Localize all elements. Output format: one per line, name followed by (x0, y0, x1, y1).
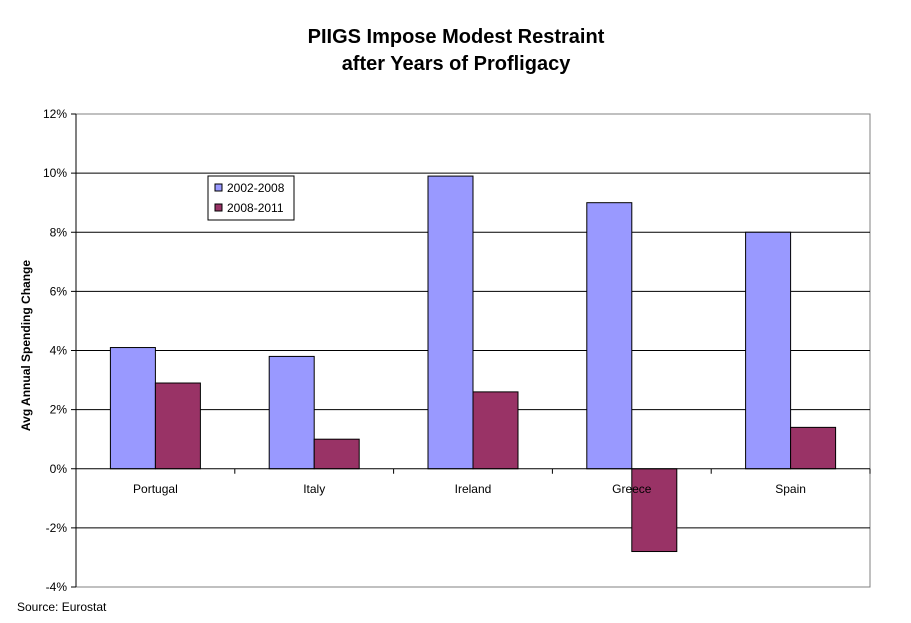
y-tick-label: 10% (43, 166, 67, 180)
y-tick-label: 12% (43, 107, 67, 121)
y-tick-label: 4% (50, 344, 68, 358)
y-tick-label: 0% (50, 462, 68, 476)
y-axis-label: Avg Annual Spending Change (19, 260, 33, 431)
legend-label: 2002-2008 (227, 181, 285, 195)
legend-box (207, 175, 295, 221)
bar (745, 231, 792, 470)
legend: 2002-2008 2008-2011 (207, 175, 295, 221)
bar (586, 202, 633, 470)
y-tick-label: -2% (46, 521, 68, 535)
y-tick-label: 8% (50, 225, 68, 239)
category-label: Spain (775, 482, 806, 496)
bar (109, 347, 156, 470)
category-label: Italy (303, 482, 325, 496)
y-tick-label: 6% (50, 284, 68, 298)
bar (631, 468, 678, 553)
chart-title: PIIGS Impose Modest Restraint (308, 26, 605, 48)
category-labels: Portugal Italy Ireland Greece Spain (133, 482, 806, 496)
category-label: Portugal (133, 482, 178, 496)
bar (154, 382, 201, 470)
category-label: Greece (612, 482, 652, 496)
axes (71, 113, 871, 588)
y-tick-labels: -4% -2% 0% 2% 4% 6% 8% 10% 12% (43, 107, 67, 594)
bar (427, 175, 474, 470)
bar (268, 355, 315, 470)
legend-label: 2008-2011 (227, 201, 284, 215)
source-note: Source: Eurostat (17, 600, 107, 614)
bar (313, 438, 360, 470)
legend-swatch (214, 203, 223, 212)
legend-swatch (214, 183, 223, 192)
y-tick-label: -4% (46, 580, 68, 594)
bar (790, 426, 837, 470)
bar (472, 391, 519, 470)
chart-subtitle: after Years of Profligacy (342, 53, 572, 75)
y-tick-label: 2% (50, 403, 68, 417)
bars (109, 175, 837, 553)
category-label: Ireland (455, 482, 492, 496)
